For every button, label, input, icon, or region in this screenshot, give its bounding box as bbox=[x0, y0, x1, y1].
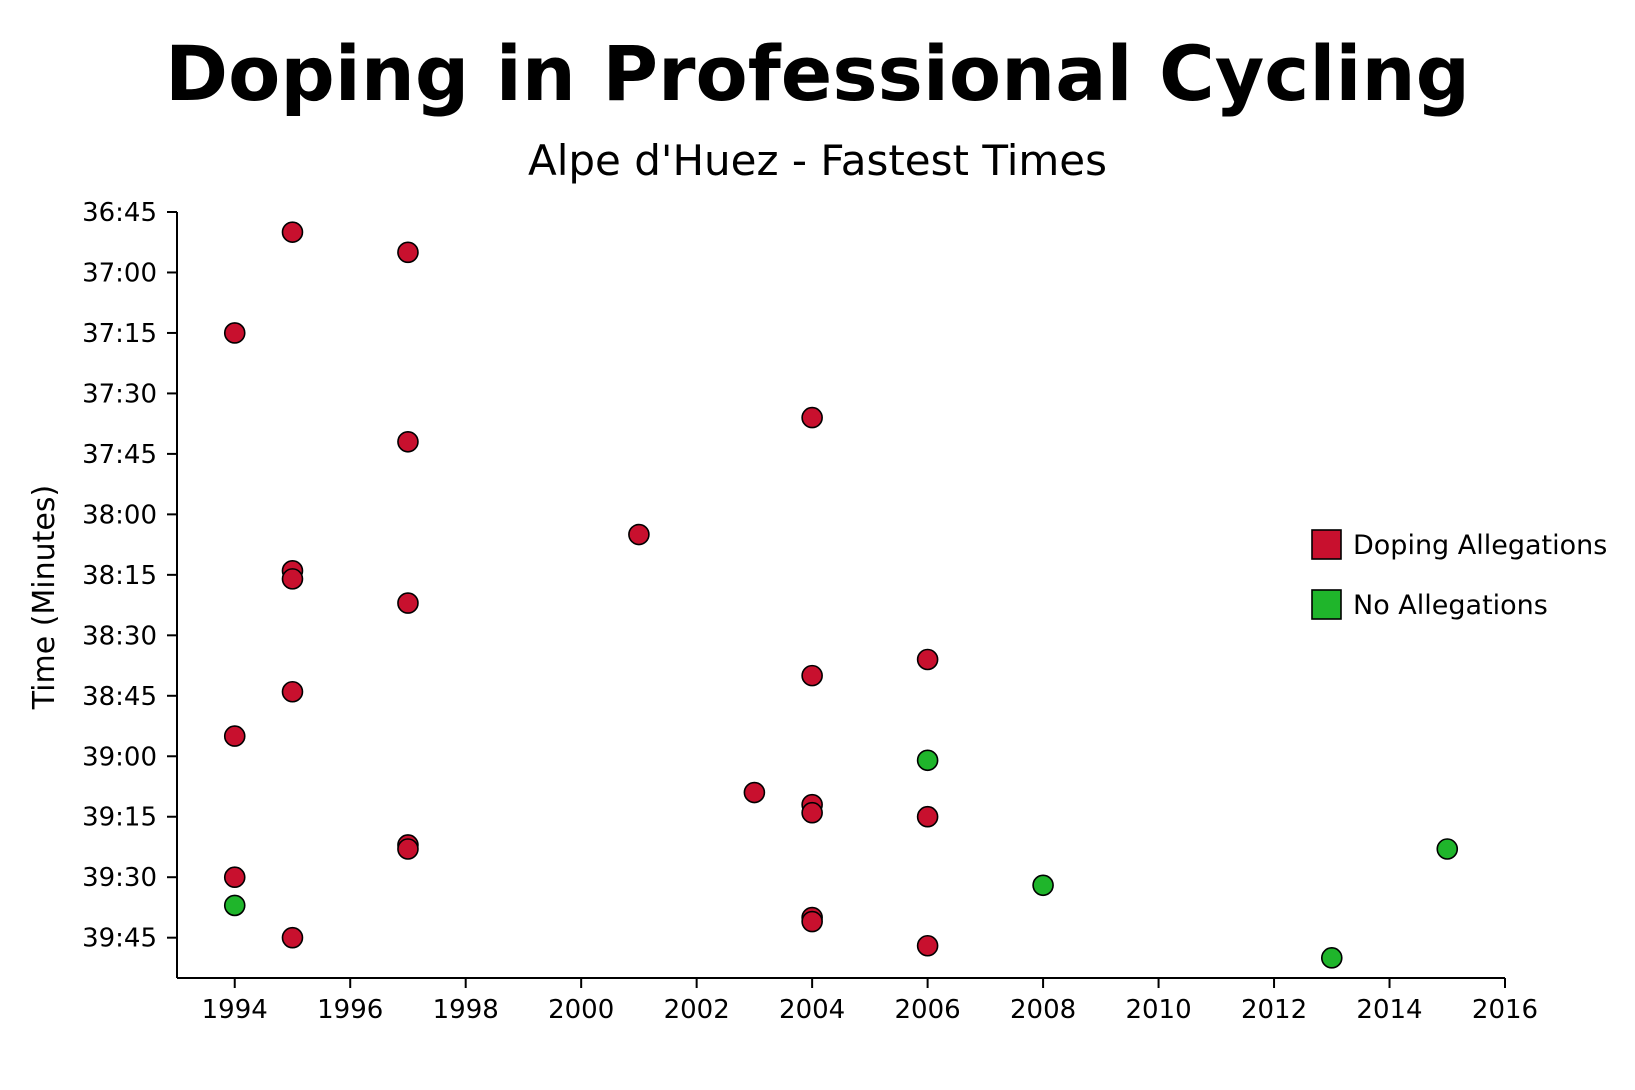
x-tick-label: 2000 bbox=[548, 995, 614, 1025]
y-axis: 36:45 37:00 37:15 37:30 37:45 38:00 38:15 38:30… bbox=[82, 198, 178, 978]
data-point[interactable] bbox=[1320, 947, 1343, 969]
y-tick-label: 39:00 bbox=[82, 742, 157, 772]
y-axis-title: Time (Minutes) bbox=[27, 485, 62, 710]
data-point[interactable] bbox=[223, 725, 246, 747]
x-tick-label: 2010 bbox=[1125, 995, 1191, 1025]
data-point[interactable] bbox=[397, 241, 419, 264]
chart-title: Doping in Professional Cycling bbox=[165, 29, 1470, 118]
data-point[interactable] bbox=[397, 592, 419, 614]
data-points bbox=[223, 221, 1459, 969]
legend-label: No Allegations bbox=[1353, 590, 1548, 621]
y-tick-label: 39:30 bbox=[82, 863, 157, 893]
y-tick-label: 37:00 bbox=[82, 258, 157, 288]
y-tick-label: 39:15 bbox=[82, 803, 157, 833]
data-point[interactable] bbox=[916, 805, 939, 828]
data-point[interactable] bbox=[397, 430, 419, 453]
x-tick-label: 2008 bbox=[1010, 995, 1076, 1025]
x-tick-label: 2002 bbox=[664, 995, 730, 1025]
chart-subtitle: Alpe d'Huez - Fastest Times bbox=[528, 136, 1107, 185]
legend: Doping Allegations No Allegations bbox=[1311, 529, 1607, 621]
data-point[interactable] bbox=[1436, 838, 1459, 860]
x-tick-label: 2012 bbox=[1241, 995, 1307, 1025]
x-tick-label: 1996 bbox=[317, 995, 383, 1025]
data-point[interactable] bbox=[916, 749, 939, 772]
y-tick-label: 38:45 bbox=[82, 682, 157, 712]
data-point[interactable] bbox=[801, 406, 823, 429]
data-point[interactable] bbox=[223, 322, 246, 344]
data-point[interactable] bbox=[281, 221, 304, 243]
legend-swatch bbox=[1311, 589, 1342, 620]
data-point[interactable] bbox=[397, 838, 419, 860]
data-point[interactable] bbox=[801, 664, 823, 687]
y-tick-label: 38:00 bbox=[82, 500, 157, 530]
legend-swatch bbox=[1311, 529, 1342, 560]
data-point[interactable] bbox=[281, 680, 304, 703]
data-point[interactable] bbox=[916, 648, 939, 671]
data-point[interactable] bbox=[281, 926, 304, 949]
y-tick-label: 38:15 bbox=[82, 561, 157, 591]
x-tick-label: 2006 bbox=[895, 995, 961, 1025]
y-tick-label: 39:45 bbox=[82, 924, 157, 954]
data-point[interactable] bbox=[628, 523, 650, 546]
y-tick-label: 38:30 bbox=[82, 621, 157, 651]
x-tick-label: 2004 bbox=[779, 995, 845, 1025]
data-point[interactable] bbox=[743, 781, 766, 804]
legend-label: Doping Allegations bbox=[1353, 530, 1607, 561]
y-tick-label: 37:15 bbox=[82, 319, 157, 349]
x-tick-label: 1998 bbox=[433, 995, 499, 1025]
data-point[interactable] bbox=[223, 894, 246, 917]
data-point[interactable] bbox=[281, 568, 304, 590]
y-tick-label: 37:45 bbox=[82, 440, 157, 470]
x-tick-label: 2014 bbox=[1356, 995, 1422, 1025]
data-point[interactable] bbox=[1032, 874, 1054, 897]
data-point[interactable] bbox=[801, 801, 823, 824]
y-tick-label: 36:45 bbox=[82, 198, 157, 228]
x-tick-label: 2016 bbox=[1472, 995, 1538, 1025]
data-point[interactable] bbox=[916, 934, 939, 957]
data-point[interactable] bbox=[801, 910, 823, 933]
y-tick-label: 37:30 bbox=[82, 379, 157, 409]
data-point[interactable] bbox=[223, 866, 246, 889]
x-axis: 1994 1996 1998 2000 2002 2004 2006 2008 2010 2012… bbox=[177, 977, 1538, 1025]
x-tick-label: 1994 bbox=[202, 995, 268, 1025]
